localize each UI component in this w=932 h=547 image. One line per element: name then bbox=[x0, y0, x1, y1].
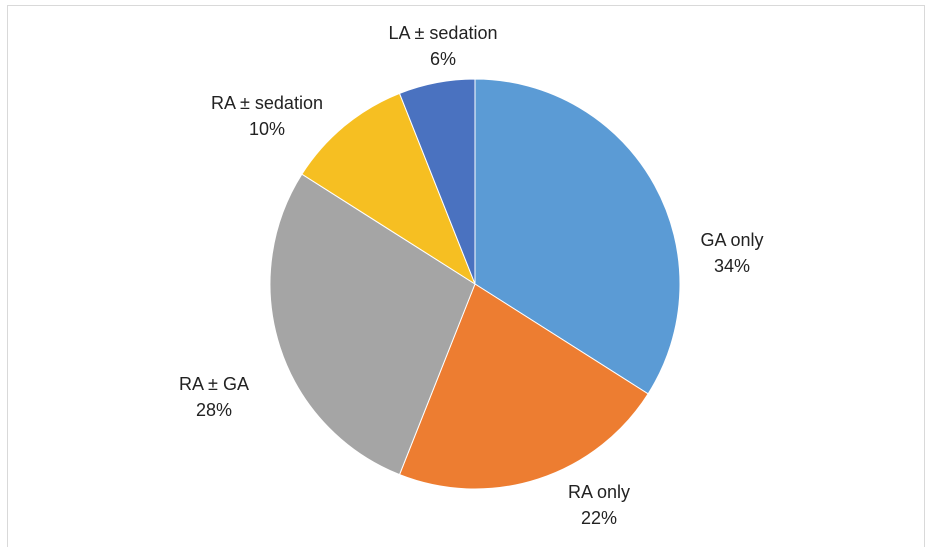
chart-frame bbox=[7, 5, 925, 547]
slice-category-label: GA only bbox=[700, 230, 763, 250]
slice-category-label: LA ± sedation bbox=[389, 23, 498, 43]
pie-slice bbox=[301, 92, 477, 286]
pie-slice bbox=[269, 173, 476, 476]
slice-value-label: 22% bbox=[581, 508, 617, 528]
pie-slice bbox=[398, 78, 476, 285]
slice-value-label: 6% bbox=[430, 49, 456, 69]
slice-category-label: RA ± sedation bbox=[211, 93, 323, 113]
pie-slice bbox=[474, 78, 681, 395]
slice-value-label: 10% bbox=[249, 119, 285, 139]
slice-value-label: 34% bbox=[714, 256, 750, 276]
slice-value-label: 28% bbox=[196, 400, 232, 420]
pie-slice bbox=[398, 283, 649, 490]
slice-category-label: RA only bbox=[568, 482, 630, 502]
slice-category-label: RA ± GA bbox=[179, 374, 249, 394]
